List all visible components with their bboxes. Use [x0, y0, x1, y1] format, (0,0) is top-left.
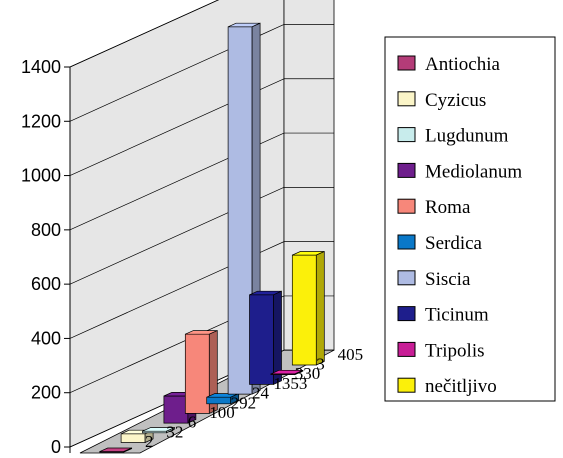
legend-label: Lugdunum — [425, 126, 509, 147]
y-tick-label: 600 — [31, 274, 61, 294]
legend-swatch — [397, 270, 416, 286]
bar-side — [166, 427, 175, 434]
data-label: 330 — [295, 364, 321, 383]
value-axis: 0 200 400 600 800 1000 1200 1400 — [21, 57, 71, 457]
y-tick-label: 0 — [51, 437, 61, 457]
data-label: 100 — [209, 403, 235, 422]
legend-label: nečitljivo — [425, 376, 497, 397]
y-tick-label: 1000 — [21, 166, 61, 186]
data-label: 3 — [316, 355, 325, 374]
legend-swatch — [397, 377, 416, 393]
legend-swatch — [397, 198, 416, 214]
bars — [99, 22, 325, 453]
bar-front — [227, 26, 253, 395]
bar-side — [315, 250, 325, 366]
data-label: 24 — [252, 384, 270, 403]
y-tick-label: 1400 — [21, 57, 61, 77]
data-label: 1353 — [273, 374, 307, 393]
bar-side — [208, 330, 218, 414]
legend-label: Cyzicus — [425, 90, 486, 111]
bar-front — [291, 254, 317, 366]
legend-swatch — [397, 127, 416, 143]
legend-swatch — [397, 341, 416, 357]
legend-label: Roma — [425, 197, 471, 218]
y-tick-label: 1200 — [21, 111, 61, 131]
legend-swatch — [397, 162, 416, 178]
legend-swatch — [397, 91, 416, 107]
bar-antiochia — [99, 447, 133, 453]
legend-label: Mediolanum — [425, 161, 522, 182]
legend: Antiochia Cyzicus Lugdunum Mediolanum Roma Se… — [384, 36, 556, 402]
bar-front — [184, 333, 210, 414]
data-label: 405 — [338, 345, 364, 364]
legend-label: Tripolis — [425, 340, 485, 361]
gridline — [69, 0, 219, 68]
bar-front — [249, 294, 274, 385]
data-label: 292 — [231, 393, 257, 412]
bar-ticinum — [249, 290, 282, 385]
y-tick-label: 400 — [31, 328, 61, 348]
legend-label: Siscia — [425, 269, 471, 290]
legend-label: Antiochia — [425, 54, 500, 75]
legend-label: Serdica — [425, 233, 483, 254]
legend-label: Ticinum — [425, 305, 489, 326]
bar-side — [273, 290, 282, 385]
legend-swatch — [397, 55, 416, 71]
data-label: 32 — [166, 422, 183, 441]
bar-ne-itljivo — [291, 250, 325, 366]
y-tick-label: 200 — [31, 383, 61, 403]
legend-swatch — [397, 306, 416, 322]
legend-swatch — [397, 234, 416, 250]
bar-side — [123, 447, 133, 453]
bar-lugdunum — [142, 427, 175, 434]
bar-front — [120, 433, 146, 443]
bar-serdica — [206, 393, 240, 405]
bar-front — [163, 395, 189, 424]
data-label: 6 — [188, 413, 197, 432]
bar-tripolis — [270, 369, 304, 376]
bar-side — [294, 369, 304, 376]
bar-roma — [184, 330, 218, 414]
y-tick-label: 800 — [31, 220, 61, 240]
data-label: 2 — [145, 432, 154, 451]
